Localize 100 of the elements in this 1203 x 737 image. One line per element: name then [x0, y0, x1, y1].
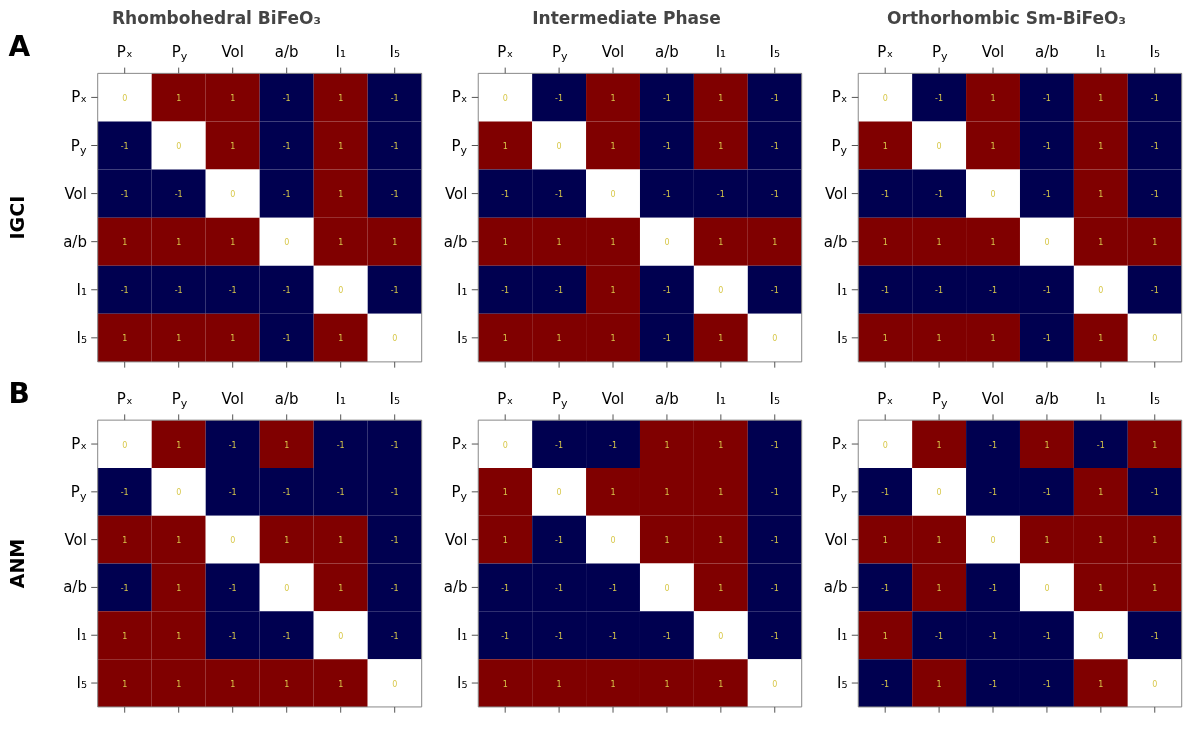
y-tick-label: Pₓ	[451, 88, 468, 107]
data-label: 1	[176, 440, 182, 450]
data-label: 0	[1098, 631, 1104, 641]
data-label: -1	[390, 286, 399, 296]
data-label: -1	[1042, 93, 1051, 103]
data-label: 1	[176, 679, 182, 689]
data-label: 0	[338, 286, 344, 296]
data-label: -1	[390, 93, 399, 103]
data-label: 1	[502, 536, 508, 546]
data-label: 1	[1152, 536, 1158, 546]
data-label: 1	[230, 93, 236, 103]
data-label: -1	[501, 583, 510, 593]
y-tick-label: I₅	[76, 674, 87, 693]
data-label: 0	[230, 190, 236, 200]
data-label: 1	[122, 334, 128, 344]
data-label: 1	[718, 583, 724, 593]
data-label: -1	[881, 583, 890, 593]
y-tick-label: I₁	[76, 280, 87, 299]
data-label: 1	[338, 238, 344, 248]
data-label: 0	[230, 536, 236, 546]
data-label: -1	[555, 536, 564, 546]
x-tick-label: I₁	[715, 42, 727, 61]
data-label: 1	[718, 679, 724, 689]
data-label: 1	[882, 238, 888, 248]
data-label: -1	[174, 190, 183, 200]
data-label: 1	[338, 536, 344, 546]
x-tick-label: I₁	[335, 389, 346, 408]
data-label: 0	[936, 142, 942, 151]
x-tick-label: Vol	[221, 42, 244, 61]
data-label: 0	[502, 93, 508, 103]
data-label: 0	[122, 93, 128, 103]
x-tick-label: I₅	[1149, 42, 1160, 61]
data-label: 1	[664, 536, 670, 546]
chart-title: Rhombohedral BiFeO₃	[112, 7, 321, 28]
y-tick-label: I₅	[457, 674, 468, 693]
data-label: -1	[881, 190, 890, 200]
data-label: 1	[338, 583, 344, 593]
x-tick-label: I₁	[1095, 389, 1107, 408]
data-label: 0	[1098, 286, 1104, 296]
data-label: 1	[882, 142, 888, 151]
data-label: 1	[502, 488, 508, 498]
data-label: 1	[1098, 238, 1104, 248]
y-tick-label: I₅	[457, 328, 468, 347]
data-label: -1	[555, 631, 564, 641]
data-label: 1	[1044, 536, 1050, 546]
data-label: -1	[770, 286, 779, 296]
data-label: 0	[882, 440, 888, 450]
data-label: -1	[228, 488, 237, 498]
data-label: -1	[282, 142, 291, 151]
data-label: -1	[120, 583, 129, 593]
y-axis-title: ANM	[5, 538, 28, 589]
y-tick-label: Pₓ	[71, 435, 87, 454]
data-label: 0	[176, 142, 182, 151]
data-label: 1	[230, 142, 236, 151]
data-label: 1	[230, 238, 236, 248]
data-label: 1	[176, 93, 182, 103]
data-label: -1	[228, 440, 237, 450]
data-label: -1	[120, 190, 129, 200]
data-label: -1	[555, 440, 564, 450]
data-label: 1	[936, 238, 942, 248]
data-label: -1	[716, 190, 725, 200]
data-label: 1	[718, 93, 724, 103]
data-label: -1	[609, 440, 618, 450]
data-label: -1	[770, 93, 779, 103]
data-label: -1	[228, 286, 237, 296]
data-label: -1	[1150, 190, 1159, 200]
data-label: -1	[770, 488, 779, 498]
data-label: -1	[120, 488, 129, 498]
data-label: 0	[556, 142, 562, 151]
x-tick-label: I₅	[389, 389, 400, 408]
y-tick-label: a/b	[823, 578, 848, 597]
y-tick-label: Vol	[445, 184, 468, 203]
data-label: -1	[390, 583, 399, 593]
data-label: 0	[502, 440, 508, 450]
y-tick-label: I₅	[837, 674, 848, 693]
data-label: 0	[772, 679, 778, 689]
data-label: 1	[1098, 93, 1104, 103]
data-label: -1	[770, 536, 779, 546]
x-tick-label: Pₓ	[116, 42, 133, 61]
data-label: 1	[1098, 488, 1104, 498]
data-label: 1	[718, 440, 724, 450]
x-tick-label: I₁	[335, 42, 346, 61]
data-label: 1	[610, 93, 616, 103]
data-label: 1	[882, 334, 888, 344]
y-tick-label: I₅	[837, 328, 848, 347]
data-label: 1	[664, 488, 670, 498]
data-label: -1	[390, 440, 399, 450]
data-label: -1	[555, 583, 564, 593]
data-label: 1	[230, 334, 236, 344]
data-label: -1	[662, 93, 671, 103]
data-label: 1	[664, 440, 670, 450]
x-tick-label: Vol	[601, 42, 625, 61]
data-label: 0	[556, 488, 562, 498]
y-tick-label: Vol	[445, 530, 468, 549]
data-label: -1	[770, 190, 779, 200]
data-label: -1	[555, 190, 564, 200]
y-tick-label: I₁	[457, 280, 468, 299]
data-label: 1	[718, 142, 724, 151]
data-label: -1	[336, 440, 345, 450]
data-label: 0	[936, 488, 942, 498]
